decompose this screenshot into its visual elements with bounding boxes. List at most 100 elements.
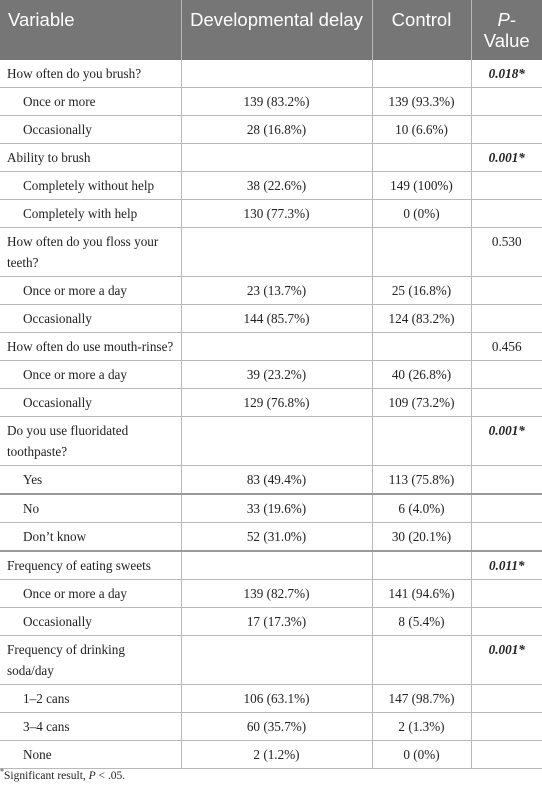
header-variable: Variable xyxy=(0,0,182,60)
variable-cell: Completely with help xyxy=(0,199,182,228)
table-row: No 33 (19.6%) 6 (4.0%) xyxy=(0,493,542,523)
table-footnote: *Significant result, P < .05. xyxy=(0,767,125,782)
category-row: How often do use mouth-rinse? 0.456 xyxy=(0,332,542,361)
table-row: None 2 (1.2%) 0 (0%) xyxy=(0,740,542,769)
control-cell xyxy=(371,550,472,580)
developmental-delay-cell: 60 (35.7%) xyxy=(180,712,373,741)
p-value-cell xyxy=(470,171,542,200)
control-cell: 0 (0%) xyxy=(371,199,472,228)
control-cell: 40 (26.8%) xyxy=(371,360,472,389)
footnote-marker: * xyxy=(0,767,4,776)
p-value-cell xyxy=(470,522,542,552)
variable-cell: Completely without help xyxy=(0,171,182,200)
developmental-delay-cell: 139 (82.7%) xyxy=(180,579,373,608)
developmental-delay-cell xyxy=(180,550,373,580)
variable-cell: Once or more xyxy=(0,87,182,116)
control-cell: 2 (1.3%) xyxy=(371,712,472,741)
table-row: Once or more a day 139 (82.7%) 141 (94.6%) xyxy=(0,579,542,608)
developmental-delay-cell: 144 (85.7%) xyxy=(180,304,373,333)
p-value-cell: 0.001* xyxy=(470,416,542,466)
table-row: Don’t know 52 (31.0%) 30 (20.1%) xyxy=(0,522,542,552)
variable-cell: Occasionally xyxy=(0,388,182,417)
developmental-delay-cell xyxy=(180,332,373,361)
table-row: Occasionally 17 (17.3%) 8 (5.4%) xyxy=(0,607,542,636)
table-row: Completely without help 38 (22.6%) 149 (10… xyxy=(0,171,542,200)
header-control: Control xyxy=(372,0,472,60)
control-cell xyxy=(371,416,472,466)
developmental-delay-cell xyxy=(180,60,373,88)
p-value-cell xyxy=(470,388,542,417)
control-cell: 139 (93.3%) xyxy=(371,87,472,116)
variable-cell: Once or more a day xyxy=(0,276,182,305)
control-cell: 6 (4.0%) xyxy=(371,493,472,523)
p-value-cell xyxy=(470,607,542,636)
developmental-delay-cell: 129 (76.8%) xyxy=(180,388,373,417)
header-developmental-delay: Developmental delay xyxy=(181,0,373,60)
p-value-cell xyxy=(470,684,542,713)
p-value-cell: 0.456 xyxy=(470,332,542,361)
variable-cell: Once or more a day xyxy=(0,579,182,608)
control-cell: 141 (94.6%) xyxy=(371,579,472,608)
footnote-text-after: < .05. xyxy=(95,769,126,782)
variable-cell: Occasionally xyxy=(0,304,182,333)
variable-cell: Do you use fluoridated toothpaste? xyxy=(0,416,182,466)
category-row: How often do you floss your teeth? 0.530 xyxy=(0,227,542,277)
p-value-cell xyxy=(470,199,542,228)
developmental-delay-cell: 17 (17.3%) xyxy=(180,607,373,636)
control-cell xyxy=(371,60,472,88)
variable-cell: Ability to brush xyxy=(0,143,182,172)
variable-cell: How often do you floss your teeth? xyxy=(0,227,182,277)
control-cell: 25 (16.8%) xyxy=(371,276,472,305)
table-row: Yes 83 (49.4%) 113 (75.8%) xyxy=(0,465,542,495)
developmental-delay-cell: 106 (63.1%) xyxy=(180,684,373,713)
header-p-value: P-Value xyxy=(471,0,542,60)
table-header-row: Variable Developmental delay Control P-V… xyxy=(0,0,542,60)
table-row: Once or more a day 39 (23.2%) 40 (26.8%) xyxy=(0,360,542,389)
p-value-cell: 0.001* xyxy=(470,143,542,172)
variable-cell: Occasionally xyxy=(0,115,182,144)
developmental-delay-cell: 33 (19.6%) xyxy=(180,493,373,523)
table-row: 1–2 cans 106 (63.1%) 147 (98.7%) xyxy=(0,684,542,713)
control-cell xyxy=(371,143,472,172)
developmental-delay-cell xyxy=(180,635,373,685)
p-value-cell xyxy=(470,712,542,741)
p-value-cell xyxy=(470,740,542,769)
p-value-cell xyxy=(470,87,542,116)
variable-cell: 1–2 cans xyxy=(0,684,182,713)
variable-cell: Occasionally xyxy=(0,607,182,636)
developmental-delay-cell: 28 (16.8%) xyxy=(180,115,373,144)
p-value-cell xyxy=(470,493,542,523)
variable-cell: Don’t know xyxy=(0,522,182,552)
developmental-delay-cell: 139 (83.2%) xyxy=(180,87,373,116)
table-row: Occasionally 129 (76.8%) 109 (73.2%) xyxy=(0,388,542,417)
p-value-cell: 0.001* xyxy=(470,635,542,685)
control-cell xyxy=(371,635,472,685)
control-cell xyxy=(371,227,472,277)
p-value-cell xyxy=(470,465,542,495)
developmental-delay-cell xyxy=(180,227,373,277)
developmental-delay-cell: 130 (77.3%) xyxy=(180,199,373,228)
control-cell: 113 (75.8%) xyxy=(371,465,472,495)
category-row: Ability to brush 0.001* xyxy=(0,143,542,172)
developmental-delay-cell xyxy=(180,416,373,466)
table-row: Completely with help 130 (77.3%) 0 (0%) xyxy=(0,199,542,228)
variable-cell: 3–4 cans xyxy=(0,712,182,741)
developmental-delay-cell: 39 (23.2%) xyxy=(180,360,373,389)
developmental-delay-cell xyxy=(180,143,373,172)
table-row: Occasionally 144 (85.7%) 124 (83.2%) xyxy=(0,304,542,333)
category-row: Frequency of drinking soda/day 0.001* xyxy=(0,635,542,685)
control-cell: 8 (5.4%) xyxy=(371,607,472,636)
developmental-delay-cell: 2 (1.2%) xyxy=(180,740,373,769)
results-table: Variable Developmental delay Control P-V… xyxy=(0,0,542,769)
variable-cell: Frequency of eating sweets xyxy=(0,550,182,580)
developmental-delay-cell: 23 (13.7%) xyxy=(180,276,373,305)
p-value-cell: 0.018* xyxy=(470,60,542,88)
category-row: Frequency of eating sweets 0.011* xyxy=(0,550,542,580)
developmental-delay-cell: 83 (49.4%) xyxy=(180,465,373,495)
p-value-cell xyxy=(470,579,542,608)
footnote-p-symbol: P xyxy=(88,769,96,782)
variable-cell: Frequency of drinking soda/day xyxy=(0,635,182,685)
control-cell xyxy=(371,332,472,361)
table-row: Once or more 139 (83.2%) 139 (93.3%) xyxy=(0,87,542,116)
variable-cell: Once or more a day xyxy=(0,360,182,389)
